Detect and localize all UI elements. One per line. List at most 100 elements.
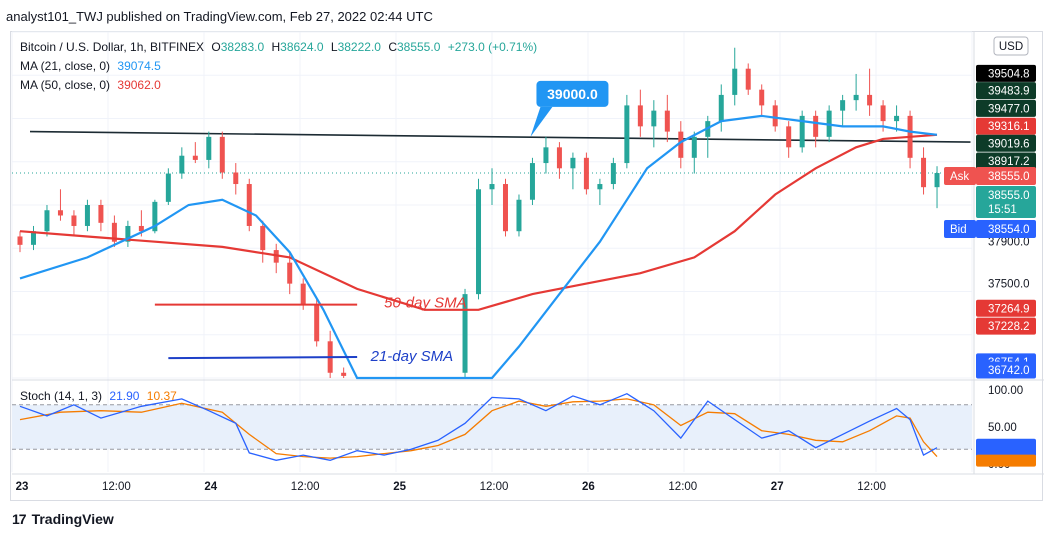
price-axis-label: 38917.2: [988, 156, 1030, 168]
candle-down: [664, 110, 670, 132]
ask-price-label: 38555.0: [988, 171, 1030, 183]
stoch-k-box: [976, 438, 1036, 457]
candle-up: [651, 110, 657, 127]
candle-down: [556, 147, 562, 169]
legend-stoch-row: Stoch (14, 1, 3) 21.90 10.37: [20, 389, 181, 403]
ask-price-box: [976, 167, 1036, 185]
price-label-box: [976, 64, 1036, 82]
currency-button-label: USD: [999, 41, 1023, 53]
close-label: C: [388, 40, 397, 54]
candle-down: [57, 210, 63, 216]
stoch-band: [12, 404, 972, 450]
candle-down: [71, 215, 77, 226]
price-axis-label: 37264.9: [988, 303, 1030, 315]
candle-up: [799, 115, 805, 148]
ask-tag: [944, 167, 976, 185]
footer-brand: 17 TradingView: [12, 511, 114, 527]
candle-up: [543, 147, 549, 164]
price-label-box: [976, 152, 1036, 170]
time-axis-label: 12:00: [857, 481, 886, 493]
candle-up: [610, 163, 616, 185]
sma21-underline: [168, 356, 358, 360]
price-axis-label: 36742.0: [988, 365, 1030, 377]
time-axis-label: 25: [393, 481, 406, 493]
callout-pointer: [530, 106, 553, 137]
low-label: L: [330, 40, 338, 54]
legend-ma50-row: MA (50, close, 0) 39062.0: [20, 78, 165, 92]
candle-down: [772, 105, 778, 127]
price-axis-label: 39316.1: [988, 121, 1030, 133]
time-axis-label: 12:00: [102, 481, 131, 493]
candle-down: [341, 372, 347, 376]
ma50-line: [19, 133, 938, 311]
price-axis-label: 37900.0: [988, 237, 1030, 249]
ma21-label: MA (21, close, 0): [20, 59, 111, 73]
time-axis-label: 27: [771, 481, 784, 493]
candle-down: [287, 262, 293, 284]
stoch-d-box: [976, 454, 1036, 467]
ohlc: O38283.0 H38624.0 L38222.0 C38555.0 +273…: [211, 40, 541, 54]
candle-up: [853, 94, 859, 101]
currency-button[interactable]: [993, 36, 1029, 56]
price-label-box: [976, 82, 1036, 100]
candle-down: [867, 94, 873, 106]
ask-tag-label: Ask: [950, 171, 969, 183]
ma50-label: MA (50, close, 0): [20, 78, 111, 92]
candle-down: [583, 157, 589, 190]
price-label-box: [976, 134, 1036, 152]
candle-down: [813, 115, 819, 137]
candle-down: [138, 225, 144, 232]
price-axis-label: 39477.0: [988, 103, 1030, 115]
price-axis-label: 39483.9: [988, 86, 1030, 98]
time-axis-label: 24: [204, 481, 217, 493]
legend-symbol-row: Bitcoin / U.S. Dollar, 1h, BITFINEX O382…: [20, 40, 545, 54]
legend-ma21-row: MA (21, close, 0) 39074.5: [20, 59, 165, 73]
change-value: +273.0 (+0.71%): [447, 40, 538, 54]
price-axis-label: 37500.0: [988, 279, 1030, 291]
candle-up: [206, 136, 212, 160]
stoch-k-value: 21.90: [109, 389, 140, 403]
candle-up: [718, 94, 724, 122]
publish-line: analyst101_TWJ published on TradingView.…: [6, 9, 433, 24]
candle-down: [260, 225, 266, 251]
ma50-value: 39062.0: [117, 78, 161, 92]
candle-down: [502, 184, 508, 232]
candle-down: [786, 126, 792, 148]
candle-up: [462, 294, 468, 373]
candle-up: [529, 163, 535, 200]
stoch-axis-label: 50.00: [988, 422, 1017, 434]
bid-tag: [944, 220, 976, 238]
candle-up: [597, 184, 603, 190]
price-axis-label: 37228.2: [988, 321, 1030, 333]
brand-name: TradingView: [31, 511, 114, 527]
time-axis-label: 23: [16, 481, 29, 493]
trend-line: [29, 130, 971, 143]
candle-up: [84, 205, 90, 226]
sma50-annotation: 50-day SMA: [384, 295, 467, 312]
candle-down: [637, 105, 643, 127]
candle-down: [17, 236, 23, 245]
open-value: 38283.0: [220, 40, 265, 54]
price-axis-label: 39504.8: [988, 68, 1030, 80]
candle-up: [44, 210, 50, 232]
candle-down: [745, 68, 751, 90]
candle-up: [516, 199, 522, 232]
price-axis-label: 39019.6: [988, 138, 1030, 150]
candle-up: [732, 68, 738, 95]
time-axis-label: 12:00: [480, 481, 509, 493]
candle-down: [921, 157, 927, 188]
sma21-annotation: 21-day SMA: [370, 348, 454, 365]
candle-up: [570, 157, 576, 169]
candle-down: [233, 172, 239, 185]
candle-up: [934, 173, 940, 188]
low-value: 38222.0: [337, 40, 381, 54]
candle-up: [476, 189, 482, 295]
price-label-box: [976, 117, 1036, 135]
bid-tag-label: Bid: [950, 224, 967, 236]
bid-price-label: 38554.0: [988, 224, 1030, 236]
last-price-box: [976, 186, 1036, 218]
stoch-k-line: [19, 392, 938, 461]
last-price-label: 38555.0: [988, 190, 1030, 202]
stoch-label: Stoch (14, 1, 3): [20, 389, 103, 403]
